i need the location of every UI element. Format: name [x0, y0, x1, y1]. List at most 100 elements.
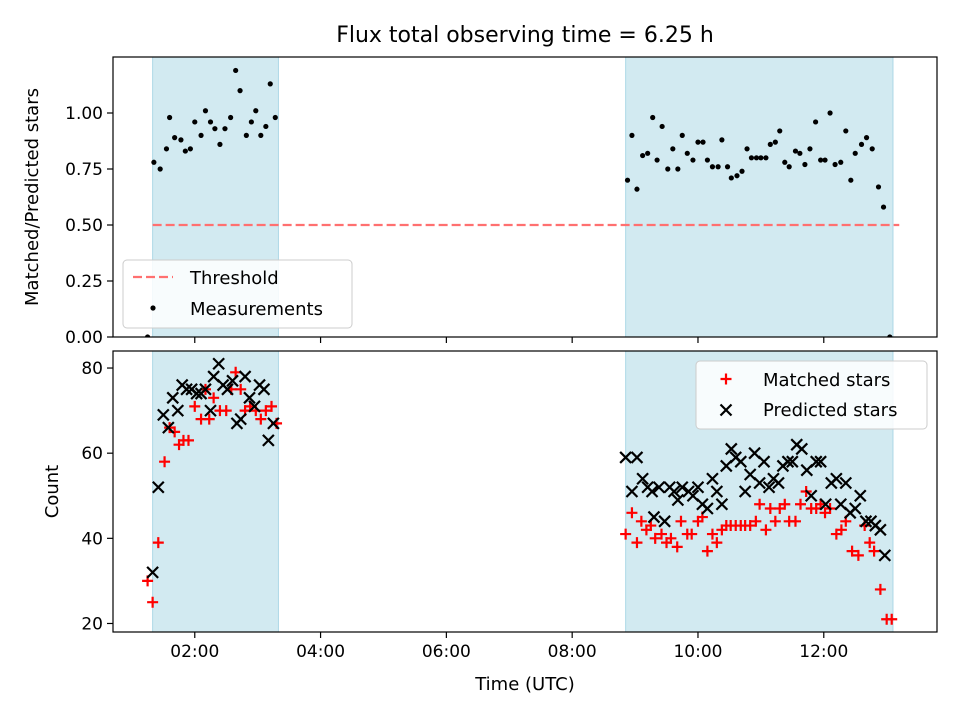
data-point	[700, 139, 706, 145]
y-tick-label: 80	[81, 359, 103, 379]
data-point	[734, 455, 748, 468]
data-point	[166, 391, 180, 405]
data-point	[704, 157, 711, 163]
data-point	[630, 451, 644, 464]
data-point	[228, 114, 234, 121]
data-point	[163, 146, 170, 152]
data-point	[650, 114, 656, 121]
data-point	[827, 110, 833, 116]
data-point	[620, 528, 632, 540]
data-point	[671, 541, 683, 553]
x-axis-label: Time (UTC)	[474, 674, 575, 695]
data-point	[634, 186, 640, 192]
data-point	[645, 485, 659, 498]
y-tick-label: 40	[81, 529, 103, 549]
data-point	[725, 442, 738, 456]
data-point	[253, 108, 259, 114]
y-tick-label: 0.50	[65, 216, 103, 236]
data-point	[846, 545, 858, 557]
data-point	[671, 493, 685, 507]
data-point	[655, 528, 667, 540]
data-point	[701, 545, 713, 557]
data-point	[757, 455, 771, 468]
data-point	[178, 137, 184, 143]
data-point	[645, 520, 657, 532]
data-point	[233, 67, 239, 74]
x-tick-label: 08:00	[548, 642, 597, 662]
y-axis-label: Count	[42, 465, 63, 518]
legend-box	[122, 259, 353, 329]
data-point	[802, 161, 808, 168]
data-point	[864, 537, 876, 549]
data-point	[624, 177, 631, 183]
data-point	[640, 152, 646, 159]
data-point	[818, 157, 824, 163]
data-point	[266, 400, 278, 412]
data-point	[629, 132, 635, 138]
data-point	[659, 123, 665, 130]
data-point	[243, 132, 249, 138]
data-point	[782, 159, 788, 165]
data-point	[198, 132, 204, 138]
data-point	[636, 472, 649, 486]
y-tick-label: 0.00	[65, 328, 103, 348]
data-point	[238, 370, 252, 383]
data-point	[171, 404, 185, 417]
data-point	[795, 498, 807, 510]
data-point	[255, 413, 267, 425]
data-point	[807, 146, 813, 152]
data-point	[690, 157, 696, 163]
data-point	[220, 405, 232, 417]
data-point	[189, 400, 201, 412]
data-point	[843, 128, 849, 134]
data-point	[658, 515, 671, 528]
observing-window-2	[625, 56, 894, 338]
data-point	[792, 148, 799, 154]
data-point	[248, 119, 254, 125]
data-point	[875, 184, 882, 190]
data-point	[257, 383, 271, 396]
data-point	[797, 150, 803, 156]
data-point	[675, 480, 689, 494]
data-point	[151, 159, 157, 165]
data-point	[237, 88, 243, 94]
data-point	[832, 161, 838, 168]
data-point	[652, 480, 666, 494]
data-point	[262, 434, 275, 447]
data-point	[795, 442, 809, 456]
data-point	[647, 510, 661, 524]
data-point	[744, 520, 756, 532]
data-point	[691, 480, 705, 494]
data-point	[190, 387, 203, 400]
data-point	[152, 480, 165, 494]
data-point	[819, 497, 832, 511]
data-point	[744, 146, 750, 152]
data-point	[813, 119, 819, 125]
data-point	[706, 472, 719, 486]
y-axis-label: Matched/Predicted stars	[22, 88, 43, 306]
legend: Matched stars Predicted stars	[695, 360, 928, 430]
legend-label-measurements: Measurements	[190, 299, 323, 320]
y-tick-label: 1.00	[65, 104, 103, 124]
data-point	[187, 146, 193, 152]
data-point	[769, 515, 781, 527]
data-point	[204, 404, 217, 417]
data-point	[852, 150, 858, 156]
data-point	[272, 114, 278, 121]
plot-area	[144, 67, 900, 337]
data-point	[781, 455, 795, 468]
data-point	[182, 434, 194, 446]
data-point	[157, 408, 170, 422]
chart-title: Flux total observing time = 6.25 h	[336, 23, 714, 48]
data-point	[267, 81, 273, 87]
data-point	[715, 497, 729, 511]
data-point	[144, 334, 151, 337]
data-point	[679, 132, 685, 138]
data-point	[654, 157, 660, 163]
data-point	[814, 455, 827, 468]
axes-frame	[112, 350, 938, 633]
data-point	[222, 126, 228, 132]
data-point	[192, 119, 198, 125]
data-point	[874, 583, 886, 595]
